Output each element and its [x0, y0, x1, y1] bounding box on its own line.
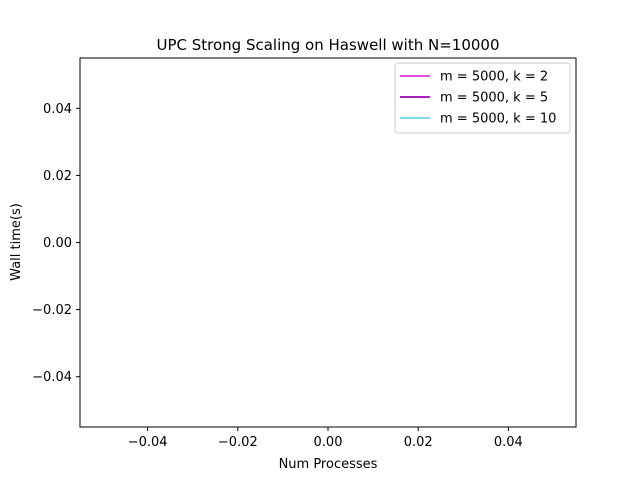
y-tick-label: −0.02	[32, 303, 72, 318]
y-tick-label: 0.04	[43, 102, 72, 117]
x-tick-label: 0.04	[494, 435, 523, 450]
x-axis: −0.04 −0.02 0.00 0.02 0.04	[128, 427, 523, 450]
legend-entry-label: m = 5000, k = 10	[440, 112, 556, 127]
chart-title: UPC Strong Scaling on Haswell with N=100…	[156, 36, 499, 54]
x-tick-label: −0.02	[218, 435, 258, 450]
legend: m = 5000, k = 2 m = 5000, k = 5 m = 5000, …	[394, 62, 571, 134]
legend-entry-label: m = 5000, k = 2	[440, 70, 548, 85]
x-axis-label: Num Processes	[279, 457, 378, 472]
y-tick-label: 0.02	[43, 169, 72, 184]
legend-box	[394, 62, 571, 134]
x-tick-label: 0.02	[404, 435, 433, 450]
y-axis-label: Wall time(s)	[9, 203, 24, 281]
y-tick-label: −0.04	[32, 370, 72, 385]
legend-entry-label: m = 5000, k = 5	[440, 91, 548, 106]
x-tick-label: 0.00	[314, 435, 343, 450]
y-tick-label: 0.00	[43, 236, 72, 251]
x-tick-label: −0.04	[128, 435, 168, 450]
y-axis: −0.04 −0.02 0.00 0.02 0.04	[32, 102, 80, 385]
